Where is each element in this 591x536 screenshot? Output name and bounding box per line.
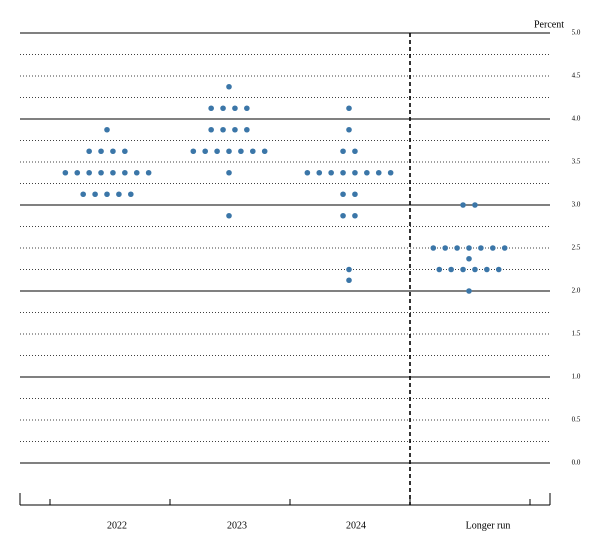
dot <box>208 126 214 133</box>
dot <box>328 169 334 176</box>
dot <box>80 191 86 198</box>
dot <box>316 169 323 176</box>
dot <box>352 148 358 155</box>
dot <box>472 266 478 273</box>
dot <box>86 169 92 176</box>
dot <box>460 266 466 273</box>
y-tick-label: 2.0 <box>572 287 581 295</box>
dot <box>490 245 496 251</box>
dot <box>86 148 92 155</box>
dot <box>202 148 208 155</box>
dot <box>340 169 346 176</box>
dot <box>346 105 352 112</box>
dot <box>364 169 370 176</box>
dot <box>430 245 437 251</box>
dot <box>352 191 358 198</box>
dot <box>110 148 116 155</box>
dot <box>352 212 358 219</box>
dot <box>250 148 256 155</box>
dot <box>98 148 104 155</box>
dot <box>220 105 226 112</box>
dot <box>340 212 346 219</box>
y-tick-label: 2.5 <box>572 244 581 252</box>
x-tick-label: 2023 <box>227 520 247 531</box>
dot <box>454 245 460 251</box>
y-tick-label: 4.0 <box>572 115 581 123</box>
x-tick-label: Longer run <box>466 520 511 531</box>
dot <box>92 191 98 198</box>
dot <box>448 266 454 273</box>
dot <box>387 169 394 176</box>
dot <box>244 105 250 112</box>
dot <box>208 105 214 112</box>
x-tick-label: 2022 <box>107 520 127 531</box>
x-tick-label: 2024 <box>346 520 366 531</box>
dot <box>104 191 110 198</box>
y-tick-label: 1.0 <box>572 373 581 381</box>
dot <box>346 126 352 133</box>
dot <box>98 169 104 176</box>
dot <box>442 245 449 251</box>
dot <box>375 169 382 176</box>
dot <box>436 266 443 273</box>
dot <box>226 83 232 90</box>
y-tick-label: 3.5 <box>572 158 581 166</box>
dot <box>104 126 110 133</box>
dot <box>62 169 69 176</box>
dot <box>232 126 238 133</box>
dot <box>116 191 122 198</box>
dot <box>110 169 116 176</box>
y-tick-label: 4.5 <box>572 72 581 80</box>
dot <box>495 266 502 273</box>
dot <box>484 266 490 273</box>
dot <box>472 202 478 208</box>
dot <box>340 191 346 198</box>
y-tick-label: 5.0 <box>572 29 581 37</box>
dot <box>460 202 466 208</box>
dot <box>190 148 197 155</box>
dot <box>466 255 472 262</box>
dot <box>466 288 472 294</box>
y-tick-label: 3.0 <box>572 201 581 209</box>
dot <box>122 169 128 176</box>
dot <box>238 148 244 155</box>
y-tick-label: 1.5 <box>572 330 581 338</box>
y-tick-label: 0.0 <box>572 459 581 467</box>
dot <box>304 169 311 176</box>
dot <box>226 212 232 219</box>
dot <box>226 169 232 176</box>
dot <box>346 277 352 284</box>
x-axis-ticks <box>19 493 551 505</box>
dot <box>220 126 226 133</box>
dot <box>74 169 81 176</box>
dot <box>232 105 238 112</box>
y-tick-label: 0.5 <box>572 416 581 424</box>
dot <box>478 245 484 251</box>
dot <box>226 148 232 155</box>
y-axis-label: Percent <box>534 19 564 30</box>
dot <box>122 148 128 155</box>
dot <box>340 148 346 155</box>
dot <box>244 126 250 133</box>
dot <box>261 148 268 155</box>
dot <box>501 245 508 251</box>
dot <box>145 169 152 176</box>
dot <box>466 245 472 251</box>
dot <box>214 148 220 155</box>
dot <box>133 169 140 176</box>
dot <box>128 191 134 198</box>
dot <box>346 266 352 273</box>
dot <box>352 169 358 176</box>
